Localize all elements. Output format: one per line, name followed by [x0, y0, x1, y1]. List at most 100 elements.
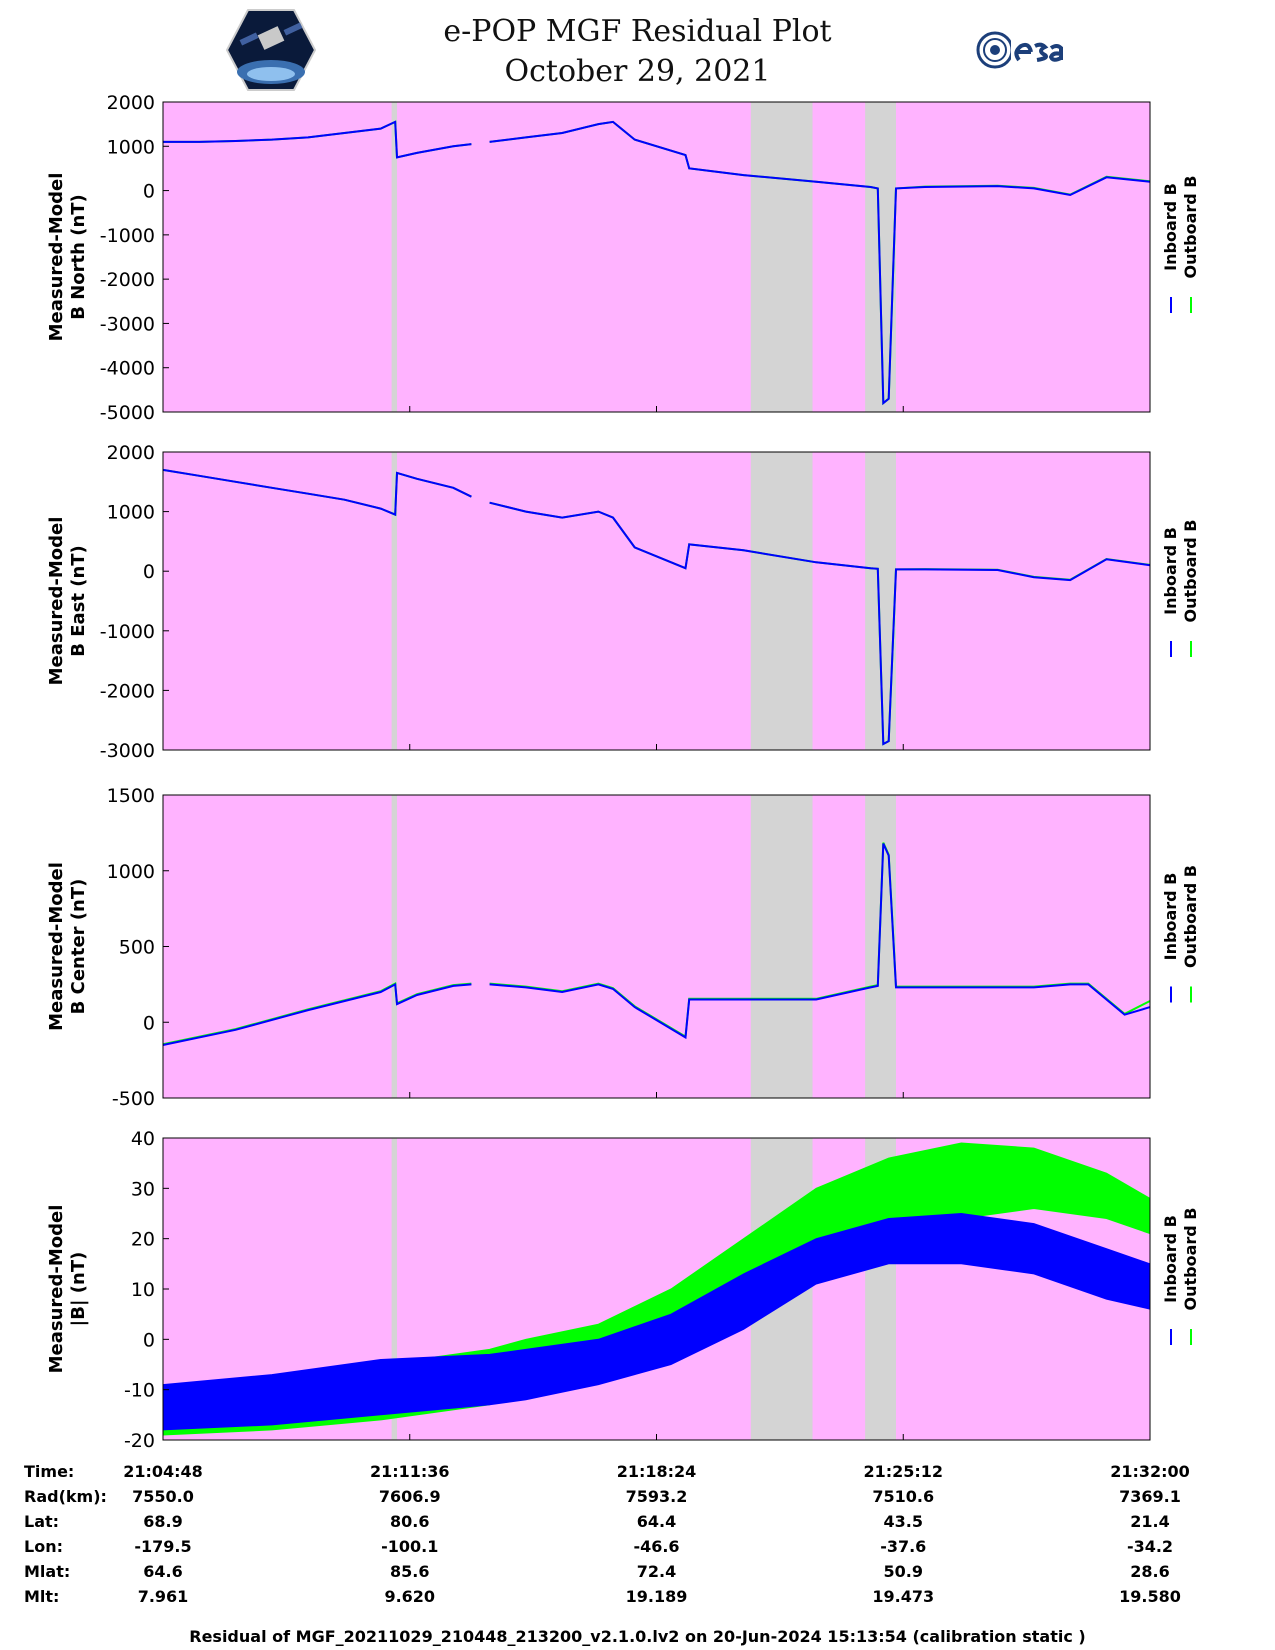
- plot-title: e-POP MGF Residual Plot: [443, 14, 832, 49]
- orbit-info-cell: 19.580: [1119, 1587, 1181, 1606]
- y-tick-label: 30: [131, 1178, 155, 1200]
- orbit-info-cell: 7.961: [137, 1587, 189, 1606]
- orbit-info-row-label: Mlt:: [24, 1587, 60, 1606]
- plot-background: [163, 102, 1150, 412]
- orbit-info-cell: 28.6: [1130, 1562, 1170, 1581]
- y-tick-label: -500: [112, 1088, 155, 1110]
- orbit-info-cell: 7550.0: [132, 1487, 194, 1506]
- orbit-info-cell: 9.620: [384, 1587, 436, 1606]
- y-axis-label-line: Measured-Model: [46, 517, 67, 686]
- epop-satellite-logo-icon: [225, 8, 317, 96]
- orbit-info-cell: -179.5: [134, 1537, 192, 1556]
- data-gap-band: [865, 795, 896, 1098]
- legend-label-outboard: Outboard B: [1181, 176, 1200, 279]
- orbit-info-cell: -46.6: [633, 1537, 680, 1556]
- y-axis-label-line: B Center (nT): [68, 879, 89, 1015]
- orbit-info-cell: 21:04:48: [123, 1462, 203, 1481]
- y-tick-label: 1000: [107, 861, 155, 883]
- esa-logo-icon: [975, 30, 1085, 74]
- residual-charts: 200010000-1000-2000-3000-4000-5000Measur…: [46, 92, 1200, 1450]
- data-gap-band: [391, 452, 398, 750]
- orbit-info-cell: 21:32:00: [1110, 1462, 1190, 1481]
- plot-date: October 29, 2021: [504, 54, 771, 89]
- orbit-info-cell: 21:11:36: [369, 1462, 450, 1481]
- orbit-info-cell: 64.6: [143, 1562, 183, 1581]
- orbit-info-cell: 85.6: [390, 1562, 430, 1581]
- y-tick-label: -10: [124, 1380, 155, 1402]
- orbit-info-cell: 19.473: [872, 1587, 935, 1606]
- orbit-info-cell: 19.189: [625, 1587, 688, 1606]
- file-caption: Residual of MGF_20211029_210448_213200_v…: [189, 1627, 1086, 1646]
- orbit-info-row: Mlt: 7.961 9.620 19.189 19.473 19.580: [0, 1587, 1275, 1611]
- y-tick-label: 10: [131, 1279, 155, 1301]
- data-gap-band: [391, 795, 398, 1098]
- orbit-info-cell: 50.9: [883, 1562, 923, 1581]
- y-axis-label-line: Measured-Model: [46, 862, 67, 1031]
- orbit-info-cell: 80.6: [390, 1512, 430, 1531]
- orbit-info-cell: 43.5: [883, 1512, 923, 1531]
- y-axis-label-line: |B| (nT): [68, 1252, 89, 1327]
- orbit-info-row: Lon: -179.5 -100.1 -46.6 -37.6 -34.2: [0, 1537, 1275, 1561]
- y-tick-label: 1000: [107, 502, 155, 524]
- y-tick-label: 0: [143, 181, 155, 203]
- legend-label-outboard: Outboard B: [1181, 520, 1200, 623]
- y-tick-label: 0: [143, 1329, 155, 1351]
- y-tick-label: 20: [131, 1229, 155, 1251]
- y-tick-label: 500: [119, 937, 155, 959]
- y-tick-label: -4000: [100, 358, 155, 380]
- y-tick-label: 40: [131, 1128, 155, 1150]
- orbit-info-row-label: Rad(km):: [24, 1487, 107, 1506]
- data-gap-band: [391, 1138, 398, 1440]
- orbit-info-row: Rad(km): 7550.0 7606.9 7593.2 7510.6 7369.1: [0, 1487, 1275, 1511]
- data-gap-band: [865, 452, 896, 750]
- y-axis-label: Measured-ModelB North (nT): [46, 173, 89, 342]
- orbit-info-row: Lat: 68.9 80.6 64.4 43.5 21.4: [0, 1512, 1275, 1536]
- orbit-info-cell: 21:25:12: [863, 1462, 944, 1481]
- legend-label-outboard: Outboard B: [1181, 865, 1200, 968]
- data-gap-band: [750, 795, 813, 1098]
- orbit-info-cell: -100.1: [381, 1537, 439, 1556]
- orbit-info-cell: 64.4: [636, 1512, 677, 1531]
- orbit-info-table: Time: 21:04:48 21:11:36 21:18:24 21:25:12 21:…: [0, 1450, 1275, 1650]
- series-line-inboard: [163, 120, 1151, 406]
- data-gap-band: [865, 102, 896, 412]
- plot-background: [163, 452, 1150, 750]
- legend-label-outboard: Outboard B: [1181, 1208, 1200, 1311]
- y-tick-label: -1000: [100, 225, 155, 247]
- y-axis-label: Measured-ModelB East (nT): [46, 517, 89, 686]
- orbit-info-cell: 72.4: [636, 1562, 677, 1581]
- orbit-info-cell: 7593.2: [625, 1487, 688, 1506]
- orbit-info-cell: 7369.1: [1119, 1487, 1181, 1506]
- y-tick-label: 0: [143, 1012, 155, 1034]
- legend-label-inboard: Inboard B: [1161, 183, 1180, 271]
- y-tick-label: -1000: [100, 621, 155, 643]
- y-tick-label: -2000: [100, 680, 155, 702]
- orbit-info-row: Mlat: 64.6 85.6 72.4 50.9 28.6: [0, 1562, 1275, 1586]
- y-axis-label-line: Measured-Model: [46, 1205, 67, 1374]
- y-tick-label: 0: [143, 561, 155, 583]
- data-gap-band: [391, 102, 398, 412]
- y-tick-label: 2000: [107, 92, 155, 114]
- orbit-info-row: Time: 21:04:48 21:11:36 21:18:24 21:25:12 21:…: [0, 1462, 1275, 1486]
- legend-label-inboard: Inboard B: [1161, 1215, 1180, 1303]
- data-gap-band: [750, 102, 813, 412]
- orbit-info-cell: 68.9: [143, 1512, 183, 1531]
- y-tick-label: -3000: [100, 313, 155, 335]
- y-axis-label-line: B North (nT): [68, 194, 89, 320]
- header: e-POP MGF Residual Plot October 29, 2021: [0, 0, 1275, 100]
- orbit-info-row-label: Lon:: [24, 1537, 63, 1556]
- orbit-info-cell: -34.2: [1126, 1537, 1174, 1556]
- y-tick-label: 1000: [107, 136, 155, 158]
- orbit-info-cell: -37.6: [880, 1537, 927, 1556]
- orbit-info-cell: 7510.6: [872, 1487, 935, 1506]
- orbit-info-row-label: Time:: [24, 1462, 75, 1481]
- series-line-inboard: [162, 468, 1151, 746]
- y-tick-label: 1500: [107, 785, 155, 807]
- y-tick-label: -20: [124, 1430, 155, 1450]
- y-tick-label: -2000: [100, 269, 155, 291]
- orbit-info-row-label: Mlat:: [24, 1562, 71, 1581]
- series-line-inboard: [162, 843, 1151, 1046]
- data-gap-band: [750, 452, 813, 750]
- orbit-info-row-label: Lat:: [24, 1512, 60, 1531]
- y-tick-label: -3000: [100, 740, 155, 762]
